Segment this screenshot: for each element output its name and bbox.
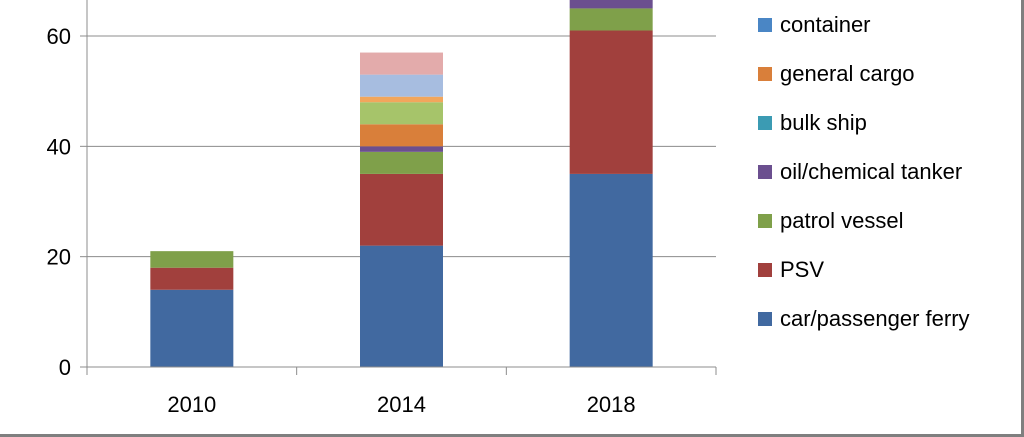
bar-segment: [360, 52, 443, 75]
bar-segment: [569, 30, 653, 174]
y-tick-label: 60: [47, 24, 71, 49]
bar-segment: [569, 8, 653, 31]
legend-item: patrol vessel: [758, 206, 904, 236]
bar-segment: [360, 151, 443, 174]
x-tick-label: 2018: [587, 392, 636, 417]
legend-label: bulk ship: [780, 110, 867, 135]
bar-segment: [150, 289, 234, 367]
bar-segment: [360, 102, 443, 125]
bar-segment: [569, 0, 653, 9]
legend-label: car/passenger ferry: [780, 306, 970, 331]
legend-label: general cargo: [780, 61, 915, 86]
bar-segment: [360, 173, 443, 246]
legend-swatch: [758, 312, 772, 326]
legend-label: oil/chemical tanker: [780, 159, 963, 184]
bar-segment: [360, 146, 443, 152]
legend-label: patrol vessel: [780, 208, 904, 233]
legend-swatch: [758, 18, 772, 32]
bar-segment: [360, 74, 443, 97]
legend-swatch: [758, 165, 772, 179]
x-tick-label: 2010: [167, 392, 216, 417]
bar-segment: [360, 96, 443, 103]
legend-item: general cargo: [758, 59, 915, 89]
bars: [150, 0, 653, 367]
legend-item: car/passenger ferry: [758, 304, 970, 334]
legend-item: bulk ship: [758, 108, 867, 138]
legend-item: container: [758, 10, 871, 40]
y-tick-label: 0: [59, 355, 71, 380]
legend-swatch: [758, 116, 772, 130]
bar-segment: [360, 124, 443, 147]
legend-swatch: [758, 67, 772, 81]
legend-swatch: [758, 263, 772, 277]
bar-segment: [150, 267, 234, 290]
legend-item: PSV: [758, 255, 824, 285]
y-tick-label: 20: [47, 245, 71, 270]
legend-item: oil/chemical tanker: [758, 157, 962, 187]
legend-label: PSV: [780, 257, 825, 282]
bar-segment: [360, 245, 443, 367]
bar-segment: [569, 173, 653, 367]
y-tick-label: 40: [47, 134, 71, 159]
axes: 0 20 40 60 2010 2014 2018: [47, 0, 717, 417]
legend-label: container: [780, 12, 871, 37]
bar-segment: [150, 251, 234, 268]
legend-swatch: [758, 214, 772, 228]
x-tick-label: 2014: [377, 392, 426, 417]
